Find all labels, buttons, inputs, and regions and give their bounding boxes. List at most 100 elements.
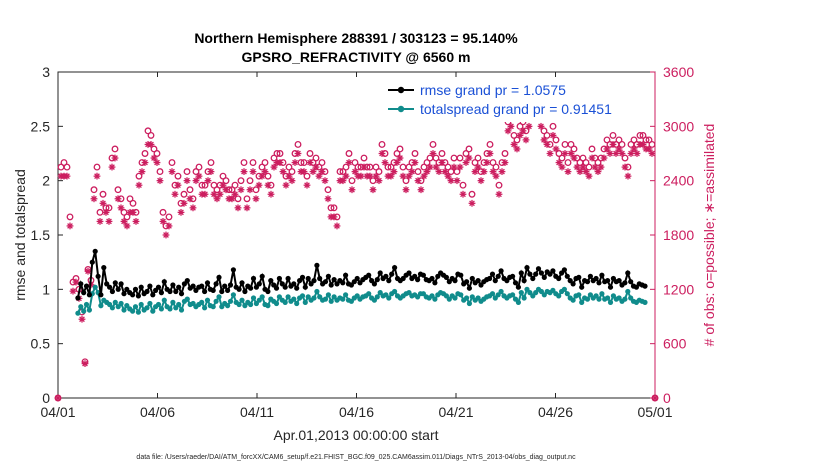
star-stroke bbox=[91, 195, 97, 202]
rmse-point bbox=[564, 273, 570, 279]
obs-possible-point bbox=[570, 145, 578, 153]
star-stroke bbox=[634, 150, 640, 157]
obs-possible-point bbox=[123, 213, 131, 221]
obs-assimilated-point bbox=[219, 181, 227, 189]
rmse-point bbox=[158, 290, 164, 296]
obs-assimilated-point bbox=[633, 150, 641, 157]
obs-possible-point bbox=[243, 195, 251, 203]
obs-assimilated-point bbox=[450, 163, 458, 171]
rmse-point bbox=[219, 288, 225, 295]
obs-assimilated-point bbox=[300, 168, 308, 176]
rmse-point bbox=[239, 280, 245, 286]
obs-assimilated-point bbox=[318, 168, 326, 176]
y-right-tick-label: 0 bbox=[663, 390, 671, 406]
rmse-point bbox=[475, 278, 481, 284]
rmse-point bbox=[487, 275, 493, 282]
obs-assimilated-point bbox=[651, 394, 659, 402]
obs-assimilated-point bbox=[564, 168, 572, 176]
rmse-point bbox=[469, 275, 475, 282]
obs-assimilated-point bbox=[501, 159, 509, 166]
obs-assimilated-point bbox=[570, 154, 578, 162]
rmse-point bbox=[130, 292, 136, 298]
rmse-point bbox=[178, 291, 185, 297]
star-stroke bbox=[412, 159, 418, 166]
star-stroke bbox=[307, 159, 313, 166]
obs-assimilated-point bbox=[606, 150, 614, 157]
star-stroke bbox=[520, 128, 526, 134]
star-stroke bbox=[409, 168, 415, 175]
star-stroke bbox=[259, 173, 265, 179]
obs-possible-point bbox=[615, 136, 623, 144]
star-stroke bbox=[469, 200, 475, 207]
rmse-point bbox=[314, 262, 320, 268]
star-stroke bbox=[115, 195, 121, 202]
star-stroke bbox=[94, 173, 100, 179]
obs-possible-point bbox=[648, 140, 656, 148]
legend-spread-label: totalspread grand pr = 0.91451 bbox=[420, 101, 612, 117]
star-stroke bbox=[613, 150, 619, 157]
star-stroke bbox=[118, 204, 124, 211]
obs-possible-point bbox=[423, 159, 431, 167]
totalspread-point bbox=[259, 294, 265, 300]
obs-assimilated-point bbox=[444, 172, 452, 180]
totalspread-point bbox=[199, 299, 205, 305]
obs-assimilated-point bbox=[615, 145, 623, 153]
star-stroke bbox=[334, 223, 340, 229]
totalspread-point bbox=[150, 308, 156, 314]
star-stroke bbox=[499, 168, 505, 175]
rmse-point bbox=[458, 272, 464, 278]
x-tick-label: 04/11 bbox=[240, 404, 274, 420]
obs-assimilated-point bbox=[489, 168, 497, 176]
star-stroke bbox=[289, 177, 295, 184]
star-stroke bbox=[373, 173, 379, 179]
obs-assimilated-point bbox=[627, 150, 635, 157]
obs-assimilated-point bbox=[237, 186, 245, 194]
obs-possible-point bbox=[150, 145, 158, 153]
star-stroke bbox=[313, 164, 319, 170]
rmse-point bbox=[541, 274, 547, 280]
star-stroke bbox=[136, 182, 142, 189]
rmse-point bbox=[216, 274, 222, 280]
totalspread-point bbox=[250, 295, 257, 301]
totalspread-point bbox=[432, 296, 438, 302]
rmse-point bbox=[135, 293, 141, 299]
rmse-point bbox=[138, 284, 144, 290]
totalspread-point bbox=[144, 305, 150, 311]
y-left-tick-label: 2.5 bbox=[31, 118, 51, 134]
obs-assimilated-point bbox=[399, 172, 407, 180]
obs-possible-point bbox=[186, 186, 194, 194]
obs-assimilated-point bbox=[177, 208, 185, 216]
obs-assimilated-point bbox=[54, 394, 62, 402]
obs-possible-point bbox=[486, 140, 494, 148]
obs-assimilated-point bbox=[396, 154, 404, 162]
metric-series bbox=[75, 248, 648, 316]
obs-possible-point bbox=[270, 154, 278, 162]
totalspread-point bbox=[78, 304, 84, 310]
rmse-point bbox=[512, 280, 519, 286]
obs-assimilated-point bbox=[255, 181, 263, 189]
totalspread-point bbox=[132, 304, 139, 310]
totalspread-point bbox=[147, 300, 153, 307]
star-stroke bbox=[193, 177, 199, 184]
obs-possible-point bbox=[183, 168, 191, 176]
rmse-point bbox=[354, 275, 360, 282]
star-stroke bbox=[646, 146, 652, 152]
obs-assimilated-point bbox=[552, 145, 560, 153]
obs-assimilated-point bbox=[315, 172, 323, 180]
totalspread-point bbox=[118, 300, 124, 307]
obs-assimilated-point bbox=[168, 168, 176, 176]
x-tick-label: 04/21 bbox=[438, 404, 473, 420]
totalspread-point bbox=[227, 298, 234, 304]
star-stroke bbox=[565, 168, 571, 175]
obs-assimilated-point bbox=[393, 159, 401, 166]
star-stroke bbox=[454, 177, 460, 184]
obs-possible-point bbox=[276, 150, 284, 157]
star-stroke bbox=[466, 155, 472, 161]
star-stroke bbox=[502, 159, 508, 166]
obs-possible-point bbox=[492, 163, 500, 171]
obs-possible-point bbox=[582, 159, 590, 167]
obs-assimilated-point bbox=[228, 195, 236, 203]
obs-possible-point bbox=[558, 154, 566, 162]
totalspread-point bbox=[225, 303, 231, 309]
obs-assimilated-point bbox=[591, 163, 599, 171]
